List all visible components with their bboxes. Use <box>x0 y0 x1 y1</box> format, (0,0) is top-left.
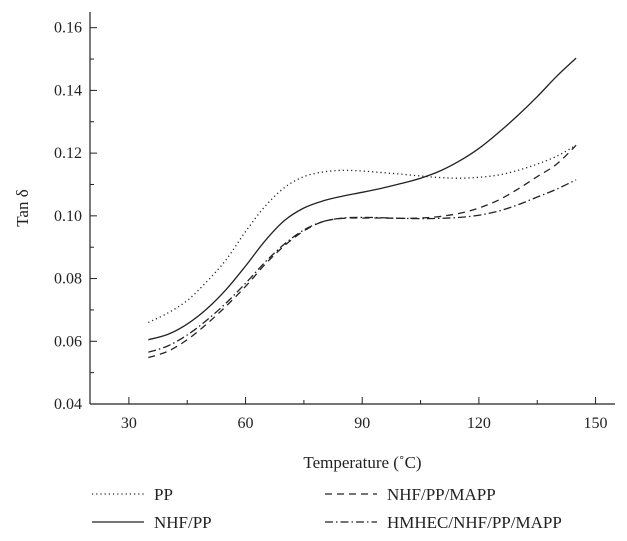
series-line-pp <box>148 144 577 324</box>
y-tick-label: 0.06 <box>54 333 82 350</box>
y-tick-label: 0.08 <box>54 271 82 288</box>
y-tick-label: 0.04 <box>54 396 82 413</box>
x-tick-label: 150 <box>584 415 608 432</box>
legend-label: NHF/PP <box>154 513 212 532</box>
series-line-nhf-pp <box>148 57 577 341</box>
x-tick-label: 90 <box>354 415 370 432</box>
legend-label: PP <box>154 485 173 504</box>
plot-area <box>148 57 577 359</box>
x-tick-label: 120 <box>467 415 491 432</box>
axes: 0.04 0.06 0.08 0.10 0.12 0.14 0.16 30 60 90 120 150 <box>54 12 615 432</box>
y-axis-label: Tan δ <box>13 189 32 227</box>
y-tick-label: 0.14 <box>54 82 82 99</box>
x-tick-label: 30 <box>121 415 137 432</box>
legend-label: HMHEC/NHF/PP/MAPP <box>387 513 562 532</box>
legend-label: NHF/PP/MAPP <box>387 485 496 504</box>
legend: PP NHF/PP NHF/PP/MAPP HMHEC/NHF/PP/MAPP <box>92 485 562 532</box>
series-line-hmhec-nhf-pp-mapp <box>148 179 577 353</box>
x-axis-label: Temperature (˚C) <box>303 453 421 472</box>
y-tick-label: 0.16 <box>54 20 82 37</box>
x-tick-label: 60 <box>238 415 254 432</box>
series-line-nhf-pp-mapp <box>148 144 577 359</box>
y-tick-label: 0.12 <box>54 145 82 162</box>
y-tick-label: 0.10 <box>54 208 82 225</box>
